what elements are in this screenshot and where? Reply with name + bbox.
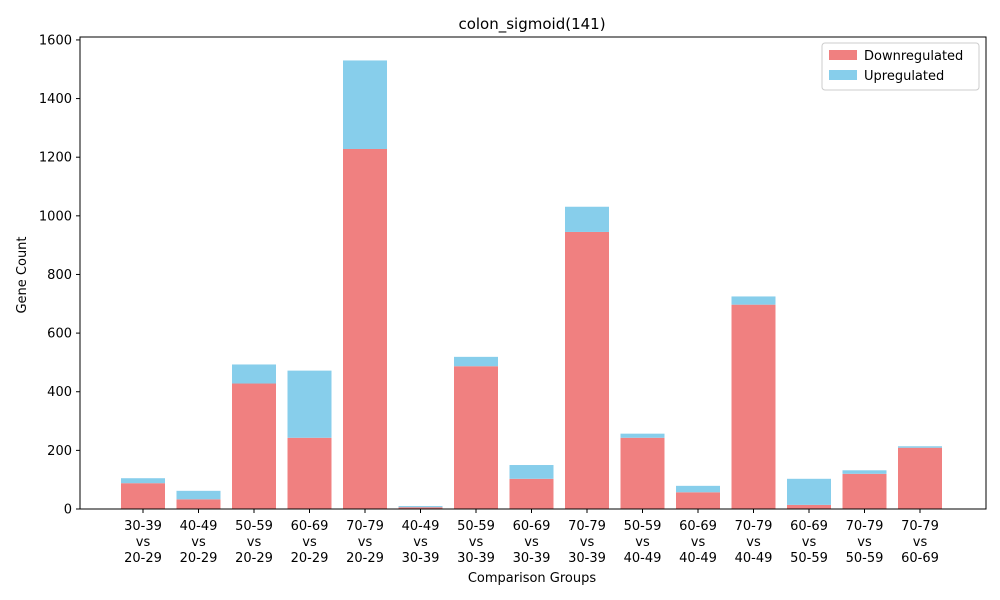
bar-downregulated-13 [842,473,887,509]
x-tick-label-7: 60-69 vs 30-39 [513,519,551,566]
plot-frame [79,36,987,510]
bar-downregulated-12 [787,504,831,509]
bar-upregulated-13 [842,470,887,474]
x-tick-label-11: 70-79 vs 40-49 [735,519,773,566]
legend-box [821,42,980,91]
x-tick-label-9: 50-59 vs 40-49 [624,519,662,566]
x-tick-label-5: 40-49 vs 30-39 [402,519,440,566]
bar-upregulated-3 [287,370,332,438]
bar-downregulated-5 [398,507,443,509]
x-tick-label-10: 60-69 vs 40-49 [679,519,717,566]
y-tick-label-3: 600 [47,327,72,342]
bar-upregulated-5 [398,506,443,508]
bar-downregulated-8 [565,231,609,509]
x-tick-label-13: 70-79 vs 50-59 [846,519,884,566]
bar-downregulated-1 [176,499,221,509]
bar-downregulated-4 [343,148,387,510]
bar-upregulated-12 [787,478,831,505]
bar-downregulated-6 [454,366,498,509]
axes-layer [79,36,987,510]
x-axis-title: Comparison Groups [468,571,597,586]
y-tick-label-6: 1200 [39,151,72,166]
bar-downregulated-3 [287,437,332,509]
legend-swatch-upregulated [829,70,857,80]
bar-upregulated-1 [176,490,221,500]
y-tick-label-2: 400 [47,385,72,400]
y-tick-label-4: 800 [47,268,72,283]
y-tick-label-5: 1000 [39,209,72,224]
legend-swatch-downregulated [829,50,857,60]
x-tick-label-8: 70-79 vs 30-39 [568,519,606,566]
bar-upregulated-8 [565,206,609,232]
x-tick-label-12: 60-69 vs 50-59 [790,519,828,566]
x-tick-label-3: 60-69 vs 20-29 [291,519,329,566]
y-tick-label-7: 1400 [39,92,72,107]
bar-downregulated-9 [620,437,665,509]
bar-upregulated-14 [898,446,942,448]
bar-downregulated-10 [676,492,720,509]
bar-upregulated-9 [620,433,665,438]
y-tick-label-0: 0 [64,503,72,518]
x-tick-label-0: 30-39 vs 20-29 [124,519,162,566]
x-tick-label-4: 70-79 vs 20-29 [346,519,384,566]
x-tick-label-6: 50-59 vs 30-39 [457,519,495,566]
x-tick-label-14: 70-79 vs 60-69 [901,519,939,566]
bars-layer [121,60,942,510]
bar-downregulated-0 [121,483,165,509]
bar-downregulated-11 [731,304,776,509]
bar-upregulated-0 [121,478,165,484]
ticks-layer: 0 200 400 600 800 1000 1200 1400 1600 30-39 vs 20-2… [39,33,939,566]
chart-title: colon_sigmoid(141) [458,15,605,34]
y-tick-label-8: 1600 [39,33,72,48]
y-tick-label-1: 200 [47,444,72,459]
bar-upregulated-10 [676,485,720,493]
bar-upregulated-4 [343,60,387,149]
legend-label-upregulated: Upregulated [864,69,944,84]
bar-upregulated-2 [232,364,276,384]
y-axis-title: Gene Count [15,236,30,313]
legend-label-downregulated: Downregulated [864,49,963,64]
x-tick-label-2: 50-59 vs 20-29 [235,519,273,566]
bar-upregulated-6 [454,356,498,367]
bar-upregulated-7 [509,465,554,479]
legend: Downregulated Upregulated [821,42,980,91]
bar-downregulated-2 [232,383,276,509]
x-tick-label-1: 40-49 vs 20-29 [180,519,218,566]
bar-downregulated-7 [509,478,554,509]
bar-upregulated-11 [731,296,776,305]
bar-downregulated-14 [898,447,942,509]
